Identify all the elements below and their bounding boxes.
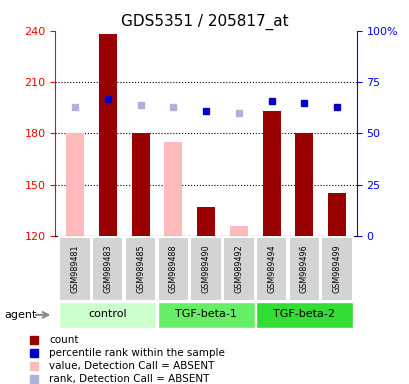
FancyBboxPatch shape (255, 237, 287, 301)
Text: GSM989488: GSM989488 (169, 245, 178, 293)
Text: GSM989485: GSM989485 (136, 245, 145, 293)
FancyBboxPatch shape (124, 237, 156, 301)
Bar (66, 134, 84, 236)
Text: GSM989499: GSM989499 (332, 245, 341, 293)
Bar (164, 142, 182, 236)
Bar (131, 134, 149, 236)
FancyBboxPatch shape (92, 237, 123, 301)
Text: agent: agent (4, 310, 36, 320)
Bar (327, 194, 345, 236)
FancyBboxPatch shape (59, 302, 156, 328)
Bar (294, 134, 312, 236)
Text: percentile rank within the sample: percentile rank within the sample (49, 348, 225, 358)
Text: value, Detection Call = ABSENT: value, Detection Call = ABSENT (49, 361, 214, 371)
FancyBboxPatch shape (157, 237, 189, 301)
Bar (229, 226, 247, 236)
Text: GSM989496: GSM989496 (299, 245, 308, 293)
Text: GSM989492: GSM989492 (234, 245, 243, 293)
Text: GDS5351 / 205817_at: GDS5351 / 205817_at (121, 13, 288, 30)
FancyBboxPatch shape (255, 302, 352, 328)
FancyBboxPatch shape (190, 237, 221, 301)
FancyBboxPatch shape (222, 237, 254, 301)
FancyBboxPatch shape (157, 302, 254, 328)
Text: control: control (88, 310, 127, 319)
Text: GSM989490: GSM989490 (201, 245, 210, 293)
Text: TGF-beta-2: TGF-beta-2 (273, 310, 335, 319)
FancyBboxPatch shape (321, 237, 352, 301)
Text: TGF-beta-1: TGF-beta-1 (175, 310, 236, 319)
Bar (262, 111, 280, 236)
Text: rank, Detection Call = ABSENT: rank, Detection Call = ABSENT (49, 374, 209, 384)
Text: GSM989494: GSM989494 (266, 245, 275, 293)
Text: count: count (49, 335, 79, 345)
Text: GSM989481: GSM989481 (70, 245, 79, 293)
Bar (197, 207, 214, 236)
FancyBboxPatch shape (59, 237, 90, 301)
Text: GSM989483: GSM989483 (103, 245, 112, 293)
FancyBboxPatch shape (288, 237, 319, 301)
Bar (99, 34, 117, 236)
